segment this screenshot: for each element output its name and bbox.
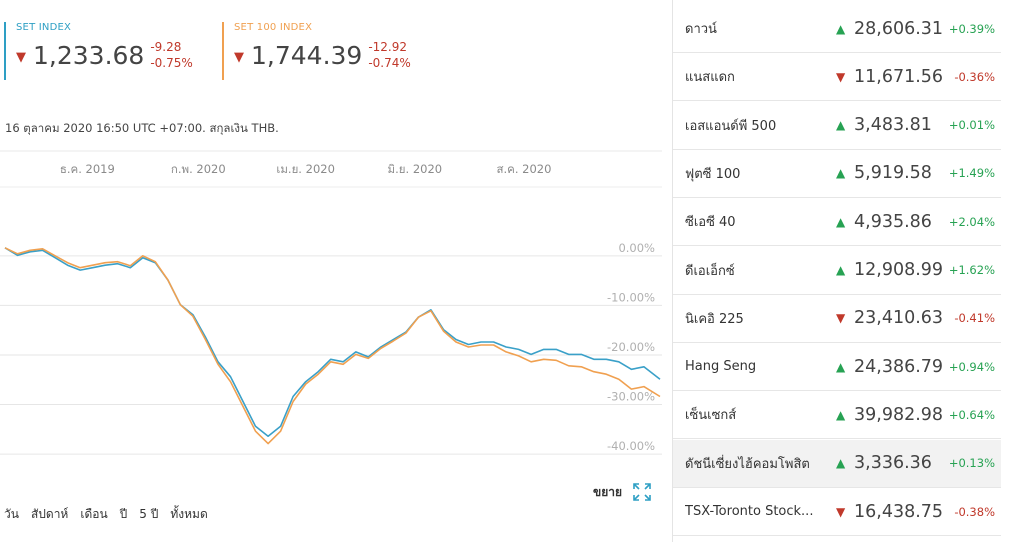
up-arrow-icon: ▲ (836, 166, 846, 181)
set100-index-series-line (4, 247, 661, 445)
range-month-button[interactable]: เดือน (80, 507, 108, 521)
quote-value: 39,982.98 (854, 404, 944, 425)
quote-name: ดีเอเอ็กซ์ (685, 263, 735, 279)
x-tick-label: ก.พ. 2020 (171, 162, 226, 176)
index-quote-row[interactable]: ดาวน์ ▲ 28,606.31 +0.39% (673, 5, 1001, 53)
quote-name: ซีเอซี 40 (685, 215, 736, 231)
quote-change: -0.38% (954, 504, 995, 519)
up-arrow-icon: ▲ (836, 263, 846, 277)
expand-button[interactable]: ขยาย (593, 482, 652, 502)
index-quote-row[interactable]: แนสแดก ▼ 11,671.56 -0.36% (673, 53, 1001, 102)
up-arrow-icon: ▲ (836, 118, 846, 133)
quote-change: +0.13% (948, 456, 995, 471)
quote-change: +0.64% (948, 407, 995, 422)
quote-name: เซ็นเซกส์ (685, 408, 737, 424)
quote-value: 3,336.36 (854, 453, 932, 474)
fullscreen-icon (633, 483, 651, 501)
set-index-series-line (4, 247, 661, 437)
quote-value: 12,908.99 (854, 260, 944, 280)
index-quote-row[interactable]: เอสแอนด์พี 500 ▲ 3,483.81 +0.01% (673, 102, 1001, 150)
range-week-button[interactable]: สัปดาห์ (30, 507, 69, 521)
range-all-button[interactable]: ทั้งหมด (170, 507, 208, 521)
set-index-change: -9.28 (150, 40, 182, 54)
quote-change: +0.94% (948, 359, 995, 374)
quote-change: +1.62% (948, 263, 995, 277)
index-quote-row[interactable]: Hang Seng ▲ 24,386.79 +0.94% (673, 343, 1001, 392)
set-index-change-pct: -0.75% (150, 56, 193, 70)
up-arrow-icon: ▲ (836, 456, 846, 471)
quote-value: 4,935.86 (854, 211, 932, 232)
down-arrow-icon: ▼ (234, 50, 244, 65)
x-tick-label: ส.ค. 2020 (497, 162, 552, 176)
y-tick-label: -10.00% (607, 290, 655, 304)
index-quote-row[interactable]: นิเคอิ 225 ▼ 23,410.63 -0.41% (673, 295, 1001, 343)
quote-change: +0.01% (948, 118, 995, 133)
y-tick-label: -40.00% (607, 439, 655, 453)
quote-name: Hang Seng (685, 359, 757, 375)
set100-index-change-pct: -0.74% (368, 56, 411, 70)
y-tick-label: -30.00% (607, 390, 655, 404)
quote-value: 28,606.31 (854, 18, 944, 39)
quote-name: ดัชนีเซี่ยงไฮ้คอมโพสิต (685, 456, 810, 472)
quote-name: ดาวน์ (685, 22, 717, 37)
world-indices-panel: ดาวน์ ▲ 28,606.31 +0.39% แนสแดก ▼ 11,671.56 -0.… (672, 0, 1011, 542)
expand-label: ขยาย (593, 484, 623, 499)
quote-change: +0.39% (948, 21, 995, 36)
up-arrow-icon: ▲ (836, 214, 846, 229)
quote-name: ฟุตซี 100 (685, 166, 741, 182)
down-arrow-icon: ▼ (16, 50, 26, 65)
down-arrow-icon: ▼ (836, 311, 846, 326)
quote-value: 5,919.58 (854, 163, 932, 184)
index-quote-row[interactable]: ดีเอเอ็กซ์ ▲ 12,908.99 +1.62% (673, 247, 1001, 295)
quote-change: +1.49% (948, 166, 995, 181)
set-index-value: 1,233.68 (33, 41, 145, 70)
range-5year-button[interactable]: 5 ปี (139, 507, 159, 521)
up-arrow-icon: ▲ (836, 21, 846, 36)
quote-name: แนสแดก (685, 70, 735, 86)
quote-value: 16,438.75 (854, 501, 944, 522)
date-currency-note: 16 ตุลาคม 2020 16:50 UTC +07:00. สกุลเงิ… (5, 121, 279, 135)
set100-index-value: 1,744.39 (251, 41, 363, 70)
set-index-name: SET INDEX (16, 22, 72, 33)
x-tick-label: ธ.ค. 2019 (60, 162, 115, 176)
quote-change: +2.04% (948, 214, 995, 229)
set100-index-change: -12.92 (368, 40, 408, 54)
index-line-chart[interactable]: ธ.ค. 2019 ก.พ. 2020 เม.ย. 2020 มิ.ย. 2020 ส.… (0, 150, 662, 475)
set100-index-header[interactable]: SET 100 INDEX ▼ 1,744.39 -12.92 -0.74% (222, 22, 411, 80)
time-range-selector: วัน สัปดาห์ เดือน ปี 5 ปี ทั้งหมด (4, 505, 220, 524)
y-tick-label: -20.00% (607, 340, 655, 354)
set-index-header[interactable]: SET INDEX ▼ 1,233.68 -9.28 -0.75% (4, 22, 193, 80)
quote-name: TSX-Toronto Stock... (685, 504, 814, 519)
quote-change: -0.41% (954, 311, 995, 326)
quote-value: 3,483.81 (854, 115, 932, 136)
index-quote-row[interactable]: TSX-Toronto Stock... ▼ 16,438.75 -0.38% (673, 488, 1001, 536)
up-arrow-icon: ▲ (836, 407, 846, 422)
index-quote-row[interactable]: ฟุตซี 100 ▲ 5,919.58 +1.49% (673, 150, 1001, 198)
up-arrow-icon: ▲ (836, 359, 846, 374)
set100-index-name: SET 100 INDEX (234, 22, 313, 33)
quote-value: 11,671.56 (854, 66, 944, 87)
index-quote-row[interactable]: ซีเอซี 40 ▲ 4,935.86 +2.04% (673, 198, 1001, 247)
x-tick-label: เม.ย. 2020 (276, 162, 334, 176)
quote-name: เอสแอนด์พี 500 (685, 118, 777, 134)
down-arrow-icon: ▼ (836, 69, 846, 84)
x-tick-label: มิ.ย. 2020 (388, 162, 443, 176)
index-quote-row[interactable]: ดัชนีเซี่ยงไฮ้คอมโพสิต ▲ 3,336.36 +0.13% (673, 439, 1001, 488)
quote-value: 24,386.79 (854, 356, 944, 377)
quote-change: -0.36% (954, 69, 995, 84)
down-arrow-icon: ▼ (836, 504, 846, 519)
range-day-button[interactable]: วัน (4, 507, 19, 521)
quote-value: 23,410.63 (854, 308, 944, 329)
y-tick-label: 0.00% (618, 241, 655, 255)
range-year-button[interactable]: ปี (119, 507, 128, 521)
index-quote-row[interactable]: เซ็นเซกส์ ▲ 39,982.98 +0.64% (673, 391, 1001, 440)
quote-name: นิเคอิ 225 (685, 311, 744, 327)
